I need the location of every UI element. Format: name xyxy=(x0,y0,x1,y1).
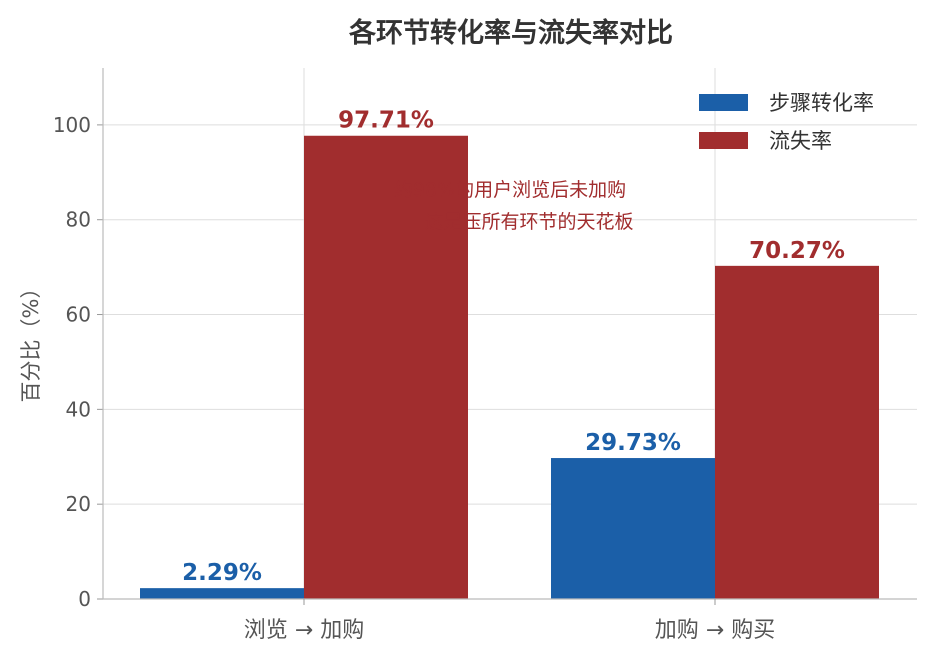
chart-title: 各环节转化率与流失率对比 xyxy=(348,17,673,49)
legend-label: 步骤转化率 xyxy=(769,91,874,115)
bar-value-label: 29.73% xyxy=(585,430,681,456)
y-axis-label: 百分比（%） xyxy=(19,278,43,403)
annotation: 约98%的用户浏览后未加购 ——这是压所有环节的天花板 xyxy=(386,179,633,233)
bar-value-label: 2.29% xyxy=(182,560,262,586)
bars xyxy=(140,135,879,599)
bar xyxy=(715,265,879,599)
y-tick-label: 0 xyxy=(78,587,91,611)
legend-label: 流失率 xyxy=(769,129,832,153)
y-tick-label: 100 xyxy=(53,113,91,137)
legend-swatch xyxy=(699,132,748,149)
bar-value-label: 70.27% xyxy=(749,238,845,264)
x-tick-label: 加购 → 购买 xyxy=(655,618,775,643)
bar-value-label: 97.71% xyxy=(338,108,434,134)
y-tick-label: 80 xyxy=(66,208,91,232)
data-labels: 2.29% 97.71% 29.73% 70.27% xyxy=(182,108,845,586)
y-tick-label: 40 xyxy=(66,397,91,421)
bar xyxy=(551,458,715,599)
annotation-text: ——这是压所有环节的天花板 xyxy=(386,211,633,233)
bar xyxy=(304,135,468,599)
legend-swatch xyxy=(699,94,748,111)
y-tick-label: 60 xyxy=(66,303,91,327)
annotation-text: 约98%的用户浏览后未加购 xyxy=(394,179,626,201)
axes: 0 20 40 60 80 100 浏览 → 加购 加购 → 购买 xyxy=(53,68,917,643)
y-tick-label: 20 xyxy=(66,492,91,516)
bar xyxy=(140,588,304,599)
x-tick-label: 浏览 → 加购 xyxy=(244,618,364,643)
